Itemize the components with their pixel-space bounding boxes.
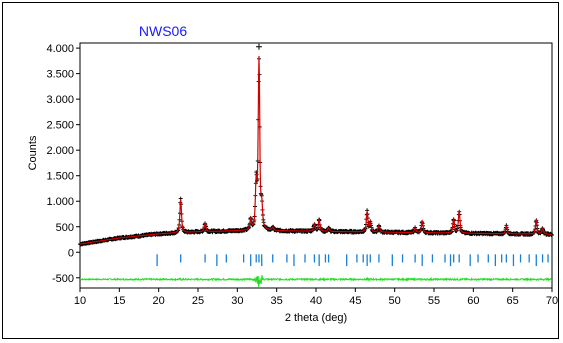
observed-data-markers (78, 56, 554, 247)
x-tick-label: 20 (153, 295, 165, 307)
y-tick-label: 2.000 (46, 145, 74, 157)
chart: NWS06 Counts 2 theta (deg) 10 15 20 25 30 35 4… (27, 23, 558, 324)
calculated-profile-line (79, 55, 552, 245)
y-tick-label: 3.500 (46, 69, 74, 81)
y-tick-label: 1.500 (46, 171, 74, 183)
x-tick-label: 65 (507, 295, 519, 307)
x-tick-label: 60 (467, 295, 479, 307)
x-tick-label: 25 (192, 295, 204, 307)
y-axis-label: Counts (27, 135, 39, 170)
x-tick-label: 40 (310, 295, 322, 307)
y-tick-label: 500 (56, 222, 74, 234)
x-tick-label: 15 (113, 295, 125, 307)
y-tick-label: 4.000 (46, 43, 74, 55)
x-tick-label: 50 (389, 295, 401, 307)
observed-max-marker (255, 43, 262, 50)
x-tick-label: 35 (271, 295, 283, 307)
plot-area (79, 42, 553, 289)
y-tick-label: 2.500 (46, 120, 74, 132)
x-tick-label: 55 (428, 295, 440, 307)
x-tick-label: 30 (231, 295, 243, 307)
chart-title: NWS06 (139, 23, 187, 39)
y-tick-label: -500 (52, 273, 74, 285)
x-tick-label: 10 (74, 295, 86, 307)
plot-frame: NWS06 Counts 2 theta (deg) 10 15 20 25 30 35 4… (2, 2, 559, 339)
y-tick-label: 3.000 (46, 94, 74, 106)
y-tick-label: 1.000 (46, 196, 74, 208)
y-tick-label: 0 (68, 247, 74, 259)
x-tick-label: 70 (546, 295, 558, 307)
x-axis-label: 2 theta (deg) (285, 312, 347, 324)
difference-curve (80, 275, 552, 287)
x-tick-label: 45 (349, 295, 361, 307)
